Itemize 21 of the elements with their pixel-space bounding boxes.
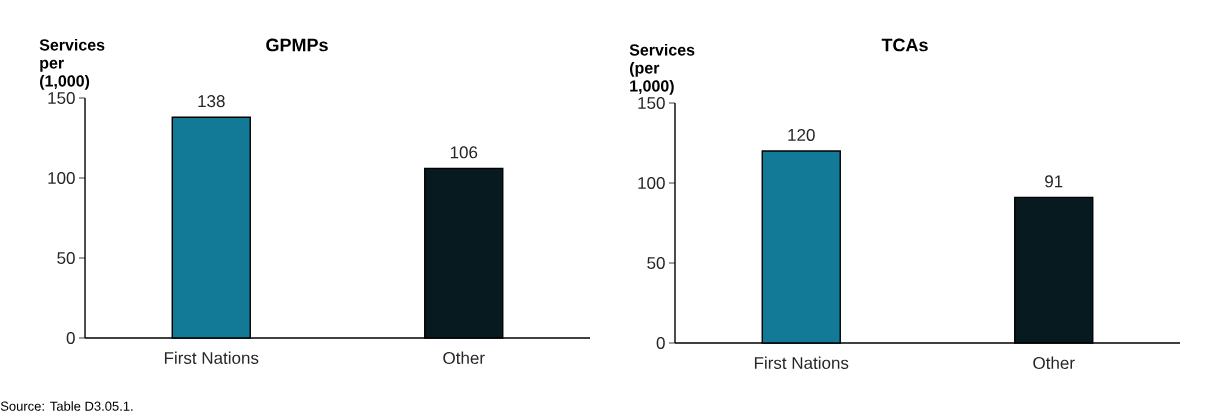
x-tick-label: Other [1033,356,1075,370]
x-tick-label: First Nations [754,356,849,370]
x-tick-label: First Nations [164,351,259,365]
data-label: 120 [788,128,815,141]
y-tick-label: 50 [57,251,75,265]
source-note: Source: Table D3.05.1. [0,401,133,411]
y-tick-label: 150 [638,96,665,110]
y-tick-label: 0 [656,336,665,350]
y-tick-label: 100 [638,176,665,190]
y-tick-label: 150 [48,91,75,105]
y-tick-label: 0 [66,331,75,345]
chart-title: TCAs [881,38,928,52]
data-label: 106 [450,146,478,159]
x-tick-label: Other [443,351,485,365]
y-tick-label: 50 [647,256,665,270]
y-axis-title: Services (per 1,000) [629,43,695,95]
y-axis-title: Services per (1,000) [39,38,105,90]
y-tick-label: 100 [48,171,75,185]
data-label: 138 [198,95,225,108]
data-label: 91 [1045,175,1063,188]
chart-title: GPMPs [266,38,328,52]
